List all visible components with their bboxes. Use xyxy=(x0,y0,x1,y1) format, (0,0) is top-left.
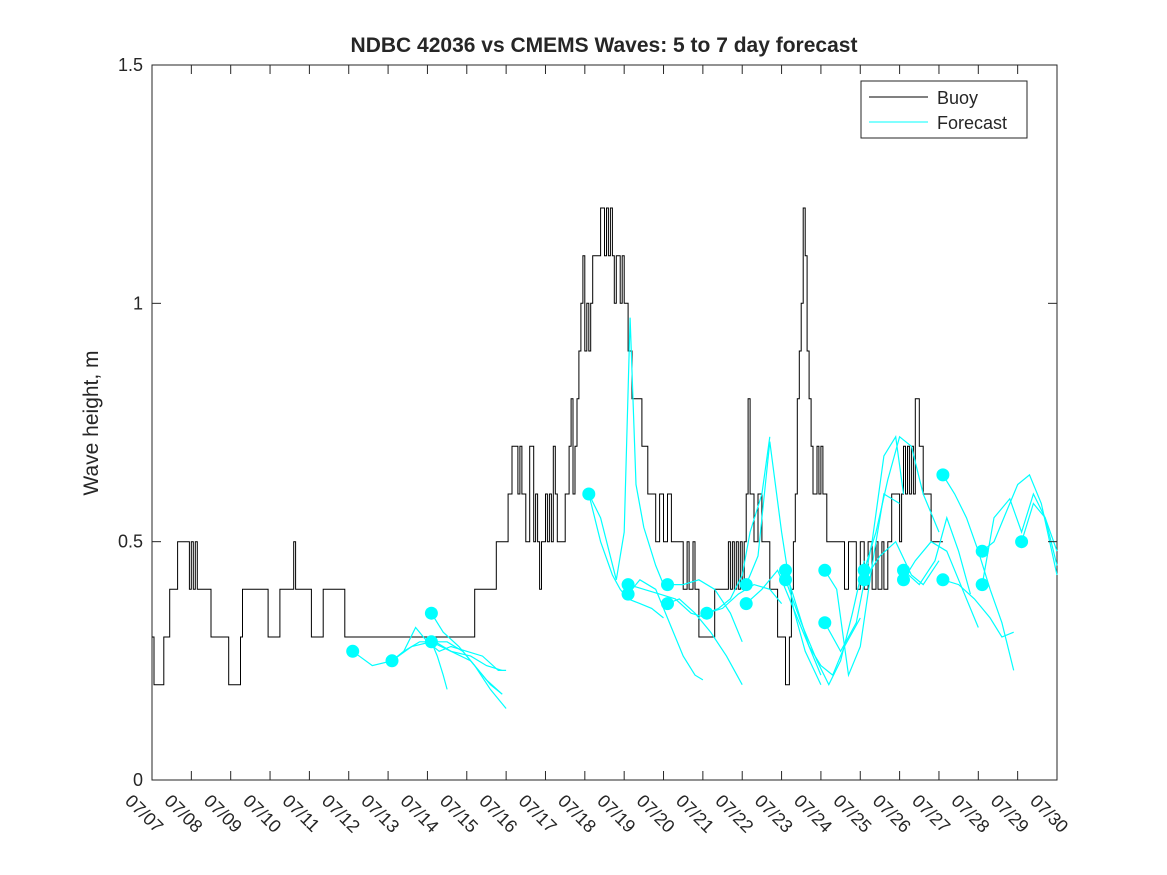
forecast-marker xyxy=(661,597,674,611)
forecast-marker xyxy=(739,597,753,611)
forecast-line-6 xyxy=(430,641,448,690)
forecast-line-13 xyxy=(706,436,771,614)
x-tick-label: 07/12 xyxy=(318,791,364,837)
forecast-marker xyxy=(936,468,950,482)
x-tick-label: 07/26 xyxy=(869,791,915,837)
x-tick-label: 07/07 xyxy=(121,791,167,837)
x-tick-label: 07/29 xyxy=(987,791,1033,837)
buoy-series xyxy=(152,207,943,686)
x-tick-label: 07/23 xyxy=(751,791,797,837)
x-tick-label: 07/11 xyxy=(279,791,324,836)
forecast-line-22 xyxy=(863,540,940,586)
y-axis: 0 0.5 1 1.5 xyxy=(118,55,1057,790)
y-axis-label: Wave height, m xyxy=(80,350,103,495)
x-tick-label: 07/22 xyxy=(711,791,757,837)
forecast-marker xyxy=(346,644,360,658)
x-tick-label: 07/18 xyxy=(554,791,600,837)
forecast-line-11 xyxy=(667,579,743,643)
forecast-marker xyxy=(897,563,910,577)
legend-box xyxy=(860,80,1028,139)
forecast-marker xyxy=(975,578,989,592)
forecast-line-3 xyxy=(391,626,507,672)
forecast-marker xyxy=(857,573,871,587)
x-tick-label: 07/17 xyxy=(515,791,561,837)
forecast-line-12 xyxy=(667,598,743,685)
x-tick-label: 07/30 xyxy=(1026,791,1072,837)
forecast-marker xyxy=(385,654,399,668)
forecast-marker xyxy=(424,606,438,620)
forecast-series xyxy=(352,317,1058,709)
plot-area xyxy=(151,64,1058,781)
forecast-marker xyxy=(818,563,832,577)
y-tick-label: 0.5 xyxy=(118,532,143,552)
forecast-marker xyxy=(779,573,792,587)
forecast-marker xyxy=(582,487,596,501)
x-tick-label: 07/21 xyxy=(672,791,718,837)
forecast-line-19 xyxy=(824,493,900,678)
legend: Buoy Forecast xyxy=(860,80,1028,139)
forecast-marker xyxy=(739,578,753,592)
forecast-line-15 xyxy=(745,441,822,685)
forecast-line-16 xyxy=(745,569,822,676)
x-tick-label: 07/20 xyxy=(633,791,679,837)
x-tick-label: 07/08 xyxy=(161,791,207,837)
x-tick-label: 07/19 xyxy=(593,791,639,837)
forecast-line-26 xyxy=(942,579,1014,638)
forecast-start-markers xyxy=(346,468,1029,668)
forecast-marker xyxy=(621,578,635,592)
forecast-line-10 xyxy=(627,579,704,681)
forecast-line-20 xyxy=(824,435,905,653)
x-tick-label: 07/14 xyxy=(397,791,443,837)
forecast-marker xyxy=(975,544,989,558)
forecast-marker xyxy=(936,573,950,587)
forecast-line-21 xyxy=(863,435,940,571)
x-tick-label: 07/24 xyxy=(790,791,836,837)
forecast-line-23 xyxy=(903,515,971,595)
forecast-marker xyxy=(424,635,438,649)
y-tick-label: 1.5 xyxy=(118,55,143,75)
chart-title: NDBC 42036 vs CMEMS Waves: 5 to 7 day fo… xyxy=(351,34,858,57)
forecast-line-5 xyxy=(430,612,507,709)
forecast-line-7 xyxy=(588,317,665,585)
x-tick-label: 07/13 xyxy=(357,791,403,837)
forecast-marker xyxy=(700,606,714,620)
x-tick-label: 07/16 xyxy=(475,791,521,837)
forecast-marker xyxy=(897,573,910,587)
legend-label-buoy: Buoy xyxy=(937,88,978,108)
x-tick-label: 07/15 xyxy=(436,791,482,837)
x-tick-label: 07/09 xyxy=(200,791,246,837)
forecast-marker xyxy=(621,587,635,601)
forecast-marker xyxy=(779,563,792,577)
x-tick-label: 07/28 xyxy=(947,791,993,837)
forecast-line-18 xyxy=(784,560,865,687)
x-tick-label: 07/25 xyxy=(829,791,875,837)
buoy-line xyxy=(152,207,943,686)
y-tick-label: 0 xyxy=(133,770,143,790)
x-tick-label: 07/27 xyxy=(908,791,954,837)
forecast-marker xyxy=(818,616,832,630)
forecast-line-9 xyxy=(627,584,707,619)
forecast-marker xyxy=(661,578,674,592)
y-tick-label: 1 xyxy=(133,293,143,313)
legend-label-forecast: Forecast xyxy=(937,113,1007,133)
forecast-marker xyxy=(1015,535,1029,549)
forecast-marker xyxy=(857,563,871,577)
forecast-line-27 xyxy=(981,473,1058,576)
forecast-line-29 xyxy=(1021,502,1058,552)
x-tick-label: 07/10 xyxy=(239,791,285,837)
